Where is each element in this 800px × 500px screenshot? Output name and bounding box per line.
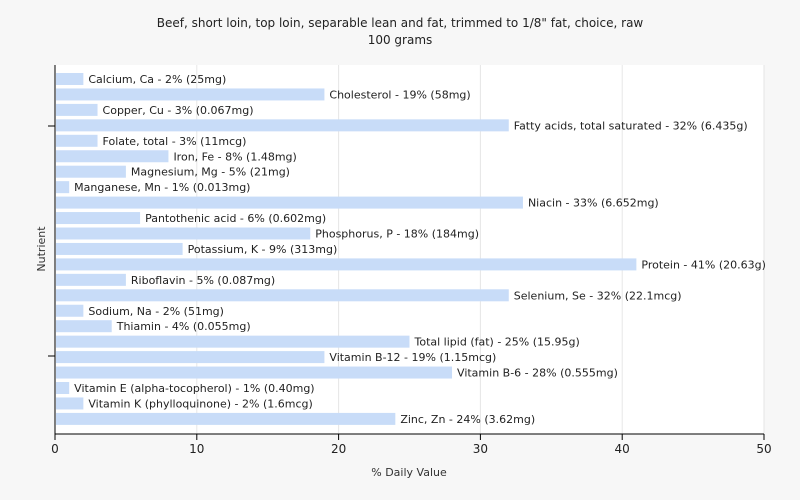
bar — [56, 134, 98, 147]
bar — [56, 412, 396, 425]
bar — [56, 103, 98, 116]
x-tick-label: 40 — [615, 442, 630, 456]
bar — [56, 227, 311, 240]
bars-group: Calcium, Ca - 2% (25mg) Cholesterol - 19%… — [56, 73, 766, 426]
x-tick-label: 0 — [51, 442, 59, 456]
bar — [56, 304, 84, 317]
bar — [56, 258, 637, 271]
bar — [56, 320, 112, 333]
x-tick-label: 30 — [473, 442, 488, 456]
bar-label: Folate, total - 3% (11mcg) — [103, 135, 247, 148]
bar — [56, 289, 509, 302]
bar-label: Copper, Cu - 3% (0.067mg) — [103, 104, 254, 117]
bar-label: Protein - 41% (20.63g) — [641, 258, 766, 271]
bar — [56, 351, 325, 364]
bar-label: Iron, Fe - 8% (1.48mg) — [173, 150, 296, 163]
bar-label: Sodium, Na - 2% (51mg) — [88, 305, 224, 318]
bar-label: Calcium, Ca - 2% (25mg) — [88, 73, 226, 86]
bar — [56, 150, 169, 163]
bar-label: Fatty acids, total saturated - 32% (6.43… — [514, 119, 748, 132]
bar — [56, 335, 410, 348]
bar-label: Thiamin - 4% (0.055mg) — [116, 320, 251, 333]
bar-label: Vitamin B-12 - 19% (1.15mcg) — [329, 351, 496, 364]
bar — [56, 273, 126, 286]
bar-label: Riboflavin - 5% (0.087mg) — [131, 274, 275, 287]
bar-label: Magnesium, Mg - 5% (21mg) — [131, 166, 290, 179]
bar-label: Zinc, Zn - 24% (3.62mg) — [400, 413, 535, 426]
bar-label: Vitamin K (phylloquinone) - 2% (1.6mcg) — [88, 397, 312, 410]
bar-label: Cholesterol - 19% (58mg) — [329, 88, 470, 101]
bar — [56, 397, 84, 410]
bar-label: Niacin - 33% (6.652mg) — [528, 197, 659, 210]
x-tick-label: 10 — [189, 442, 204, 456]
bar — [56, 196, 523, 209]
bar-label: Total lipid (fat) - 25% (15.95g) — [414, 336, 580, 349]
x-tick-label: 20 — [331, 442, 346, 456]
bar — [56, 119, 509, 132]
bar — [56, 181, 70, 194]
bar — [56, 73, 84, 85]
bar — [56, 382, 70, 394]
bar-label: Phosphorus, P - 18% (184mg) — [315, 228, 479, 241]
bar-label: Vitamin E (alpha-tocopherol) - 1% (0.40m… — [74, 382, 314, 395]
chart-subtitle: 100 grams — [368, 33, 433, 47]
bar — [56, 165, 126, 178]
axes-group — [48, 65, 765, 440]
x-axis-label: % Daily Value — [371, 466, 447, 479]
y-axis-label: Nutrient — [35, 226, 48, 272]
chart-title: Beef, short loin, top loin, separable le… — [157, 16, 644, 30]
x-tick-label: 50 — [756, 442, 771, 456]
bar-label: Manganese, Mn - 1% (0.013mg) — [74, 181, 250, 194]
x-tick-labels: 0 10 20 30 40 50 — [51, 442, 771, 456]
bar — [56, 88, 325, 101]
bar-label: Selenium, Se - 32% (22.1mcg) — [514, 289, 682, 302]
bar-label: Pantothenic acid - 6% (0.602mg) — [145, 212, 326, 225]
bar-label: Potassium, K - 9% (313mg) — [188, 243, 338, 256]
bar — [56, 212, 141, 225]
bar — [56, 366, 453, 379]
bar-label: Vitamin B-6 - 28% (0.555mg) — [457, 367, 618, 380]
bar — [56, 242, 183, 255]
